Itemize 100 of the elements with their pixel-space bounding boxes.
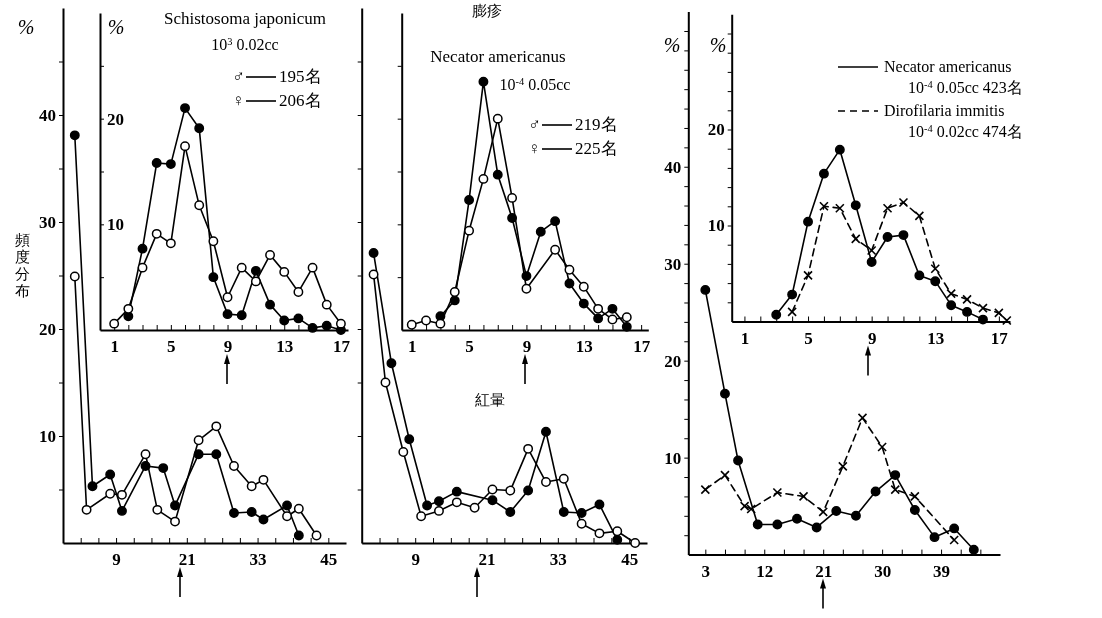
point: [222, 292, 233, 303]
point: [165, 238, 176, 249]
point: [720, 388, 730, 399]
point: [487, 495, 498, 506]
x-tick-label: 9: [223, 337, 233, 357]
point: [193, 435, 204, 446]
point: [208, 272, 219, 283]
annotation: 紅暈: [475, 392, 505, 408]
point: [282, 511, 292, 522]
y-tick-label: 10: [39, 426, 56, 446]
point: [386, 358, 397, 369]
point: [720, 470, 730, 480]
point: [137, 262, 148, 273]
point: [398, 447, 409, 457]
point: [478, 173, 489, 184]
point: [594, 528, 605, 539]
point: [368, 248, 379, 258]
point: [978, 314, 988, 325]
point: [946, 288, 956, 299]
point: [576, 518, 587, 529]
point: [612, 526, 623, 537]
point: [593, 313, 604, 324]
point: [811, 522, 822, 533]
x-tick-label: 21: [178, 550, 196, 570]
point: [380, 377, 391, 388]
x-tick-label: 5: [804, 328, 813, 348]
point: [914, 270, 925, 281]
x-tick-label: 33: [549, 550, 567, 570]
point: [910, 491, 920, 502]
point: [250, 276, 261, 287]
text: ♂ 219名: [528, 115, 618, 134]
point: [798, 491, 809, 502]
x-tick-label: 13: [276, 337, 294, 357]
y-axis-title: %: [663, 34, 681, 56]
point: [69, 271, 80, 282]
point: [229, 461, 239, 471]
point: [105, 469, 116, 480]
legend-label: Dirofilaria immitis 10$^{-4}$ 0.02cc 474名: [884, 102, 1023, 140]
point: [117, 489, 127, 500]
point: [621, 321, 632, 332]
annotation: 膨疹: [472, 3, 502, 19]
point: [158, 463, 169, 474]
x-tick-label: 33: [249, 550, 267, 570]
point: [898, 197, 909, 208]
point: [222, 309, 233, 320]
point: [87, 481, 98, 492]
point: [105, 488, 116, 499]
point: [293, 313, 304, 324]
point: [523, 443, 534, 454]
y-tick-label: 20: [707, 120, 725, 140]
y-tick-label: 10: [664, 448, 682, 468]
text: 10$^{-4}$ 0.05cc: [499, 75, 571, 93]
point: [469, 502, 480, 513]
point: [831, 506, 842, 516]
point: [229, 508, 239, 518]
point: [117, 505, 127, 516]
point: [550, 244, 561, 255]
x-tick-label: 21: [478, 550, 496, 570]
y-tick-label: 40: [39, 105, 56, 125]
point: [492, 169, 503, 180]
point: [914, 211, 925, 221]
point: [464, 195, 475, 205]
point: [607, 314, 618, 325]
point: [550, 216, 561, 227]
point: [792, 513, 802, 524]
x-tick-label: 9: [867, 328, 877, 348]
point: [700, 284, 711, 295]
point: [578, 281, 589, 292]
point: [593, 303, 604, 314]
point: [803, 270, 813, 281]
y-tick-label: 30: [39, 212, 56, 232]
x-tick-label: 3: [701, 561, 711, 581]
point: [307, 262, 318, 273]
x-tick-label: 9: [112, 550, 121, 570]
text: Necator americanus: [430, 47, 566, 66]
point: [930, 263, 941, 274]
point: [293, 530, 304, 541]
point: [81, 504, 92, 515]
point: [929, 532, 940, 543]
point: [818, 507, 828, 517]
point: [404, 434, 415, 445]
x-tick-label: 13: [575, 337, 593, 357]
point: [890, 470, 901, 481]
x-tick-label: 13: [927, 328, 945, 348]
text: 10$^{3}$ 0.02cc: [211, 35, 279, 53]
point: [870, 486, 881, 497]
point: [69, 130, 80, 141]
x-tick-label: 1: [407, 337, 417, 357]
point: [898, 230, 909, 241]
point: [434, 496, 444, 507]
point: [607, 303, 618, 314]
point: [258, 514, 269, 525]
point: [165, 159, 176, 170]
point: [818, 168, 829, 179]
y-axis-title: %: [107, 16, 125, 38]
point: [137, 243, 148, 254]
x-tick-label: 1: [740, 328, 750, 348]
point: [194, 123, 205, 134]
y-tick-label: 10: [107, 215, 124, 235]
point: [109, 318, 120, 329]
